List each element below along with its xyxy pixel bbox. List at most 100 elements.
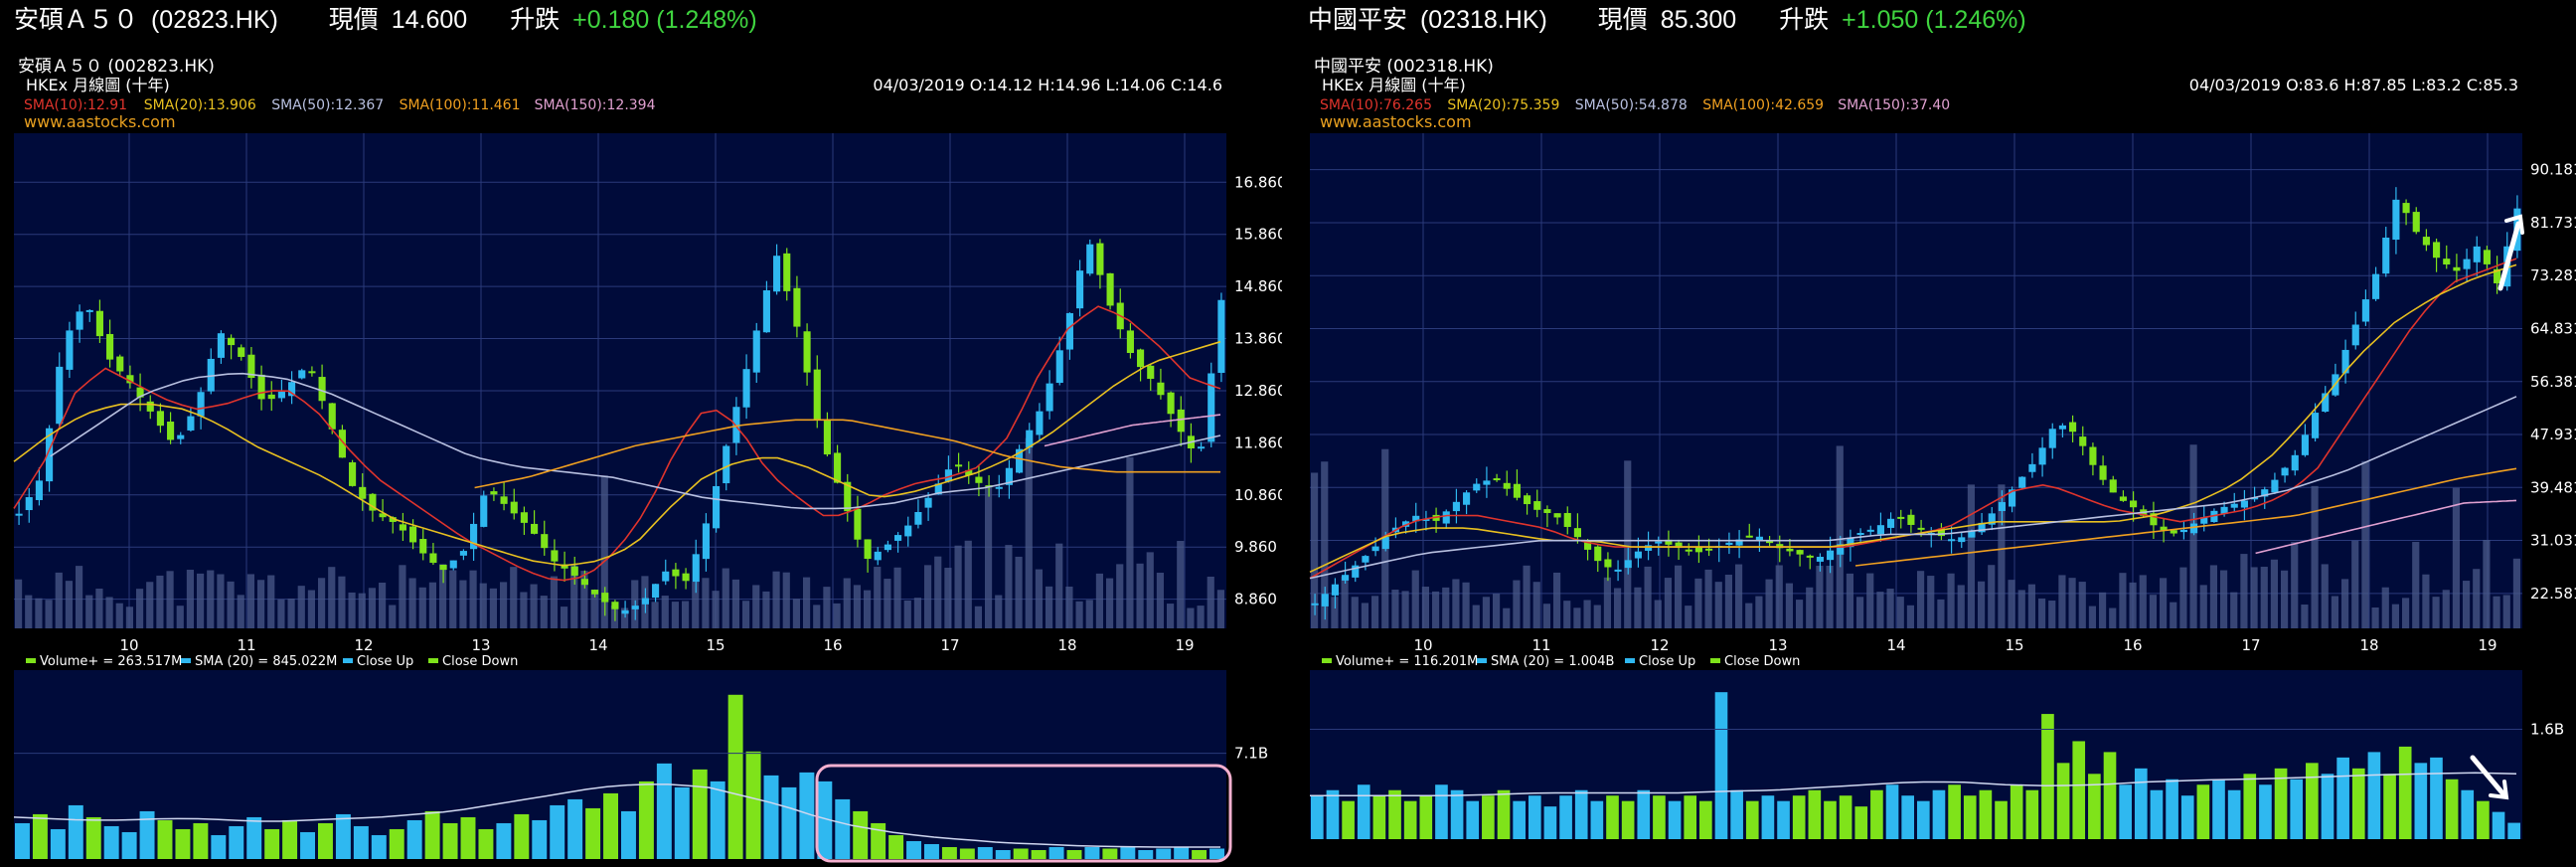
volume-bar — [1192, 849, 1208, 859]
volume-bar — [318, 822, 333, 859]
candle-body — [247, 354, 255, 379]
volume-bar — [478, 828, 494, 859]
volume-bar — [2243, 774, 2257, 839]
candle-body — [389, 517, 397, 522]
volume-legend-item: SMA (20) = 845.022M — [195, 654, 337, 669]
candle-body — [2382, 237, 2390, 274]
background-volume-bar — [995, 595, 1003, 628]
volume-bar — [300, 831, 315, 859]
candle-body — [146, 401, 154, 412]
background-volume-bar — [1411, 570, 1419, 628]
background-volume-bar — [479, 583, 487, 628]
candle-body — [1907, 514, 1915, 525]
sma-legend-sma150: SMA(150):37.40 — [1838, 97, 1950, 113]
volume-bar — [2414, 763, 2428, 839]
volume-bar — [85, 816, 101, 859]
candle-body — [510, 501, 518, 514]
background-volume-bar — [661, 596, 669, 628]
background-volume-bar — [389, 605, 397, 628]
chart-title: 安碩Ａ５０ (002823.HK) — [18, 57, 215, 77]
background-volume-bar — [1432, 591, 1440, 628]
candle-body — [156, 411, 164, 427]
volume-bar — [1621, 800, 1635, 839]
x-tick-label: 19 — [1175, 636, 1194, 654]
candle-body — [1217, 299, 1225, 373]
candle-body — [1493, 478, 1501, 481]
candle-body — [2058, 425, 2066, 430]
price-label: 現價 — [328, 6, 379, 34]
volume-bar — [2196, 784, 2210, 839]
candle-body — [500, 496, 508, 504]
candle-body — [2422, 237, 2430, 246]
candle-body — [2453, 266, 2461, 271]
background-volume-bar — [1321, 461, 1329, 628]
candle-body — [1847, 537, 1854, 548]
background-volume-bar — [1046, 586, 1053, 628]
volume-bar — [442, 822, 458, 859]
background-volume-bar — [2250, 567, 2258, 628]
background-volume-bar — [864, 590, 872, 628]
volume-bar — [1684, 795, 1697, 839]
volume-bar — [781, 786, 797, 859]
background-volume-bar — [2160, 578, 2168, 628]
candle-body — [1917, 527, 1925, 530]
candle-body — [975, 476, 983, 483]
volume-bar — [2306, 763, 2319, 839]
background-volume-bar — [2473, 569, 2481, 628]
background-volume-bar — [489, 588, 497, 628]
background-volume-bar — [2442, 590, 2450, 628]
background-volume-bar — [833, 603, 841, 628]
volume-bar — [977, 846, 993, 859]
volume-bar — [229, 825, 244, 859]
x-tick-label: 19 — [2478, 636, 2496, 654]
background-volume-bar — [1532, 582, 1540, 628]
candle-body — [1573, 528, 1581, 538]
x-tick-label: 12 — [1650, 636, 1669, 654]
volume-bar — [1839, 795, 1852, 839]
background-volume-bar — [2099, 592, 2107, 628]
background-volume-bar — [1563, 601, 1571, 628]
volume-bar — [2227, 789, 2241, 839]
background-volume-bar — [1025, 437, 1033, 628]
background-volume-bar — [287, 599, 295, 628]
background-volume-bar — [1106, 578, 1114, 628]
background-volume-bar — [115, 603, 123, 628]
background-volume-bar — [621, 607, 629, 628]
candle-body — [106, 333, 114, 360]
background-volume-bar — [1442, 587, 1450, 628]
volume-bar — [1699, 800, 1712, 839]
background-volume-bar — [1988, 565, 1996, 628]
right-chart: 22.581 31.031 39.481 47.931 56.381 64.831 73.2… — [1309, 57, 2576, 839]
background-volume-bar — [2068, 578, 2076, 628]
background-volume-bar — [358, 593, 366, 628]
background-volume-bar — [2027, 584, 2035, 628]
background-volume-bar — [1177, 541, 1185, 628]
x-tick-label: 11 — [1531, 636, 1550, 654]
candle-body — [187, 416, 195, 431]
volume-legend-swatch — [343, 658, 353, 663]
background-volume-bar — [2331, 596, 2338, 628]
background-volume-bar — [1664, 578, 1672, 628]
background-volume-bar — [1075, 601, 1083, 628]
price-tick-label: 14.860 — [1234, 277, 1282, 295]
background-volume-bar — [1967, 484, 1975, 628]
background-volume-bar — [1654, 600, 1662, 628]
candle-body — [2463, 259, 2471, 269]
annotation-highlight-box — [815, 764, 1232, 863]
volume-legend-swatch — [181, 658, 191, 663]
background-volume-bar — [2109, 607, 2117, 628]
background-volume-bar — [651, 602, 659, 628]
x-tick-label: 10 — [1413, 636, 1432, 654]
volume-bar — [2134, 768, 2148, 839]
sma-line-sma10 — [13, 305, 1221, 582]
background-volume-bar — [2381, 587, 2389, 628]
left-chart: 8.860 9.860 10.860 11.860 12.860 13.860 14.860… — [13, 57, 1282, 863]
volume-bar — [1854, 806, 1868, 839]
volume-bar — [2056, 763, 2070, 839]
volume-bar — [1870, 789, 1883, 839]
volume-bar — [157, 819, 173, 859]
background-volume-bar — [2452, 487, 2460, 628]
annotation-down-arrowhead — [2489, 780, 2509, 800]
volume-bar — [68, 804, 83, 859]
background-volume-bar — [540, 596, 548, 628]
